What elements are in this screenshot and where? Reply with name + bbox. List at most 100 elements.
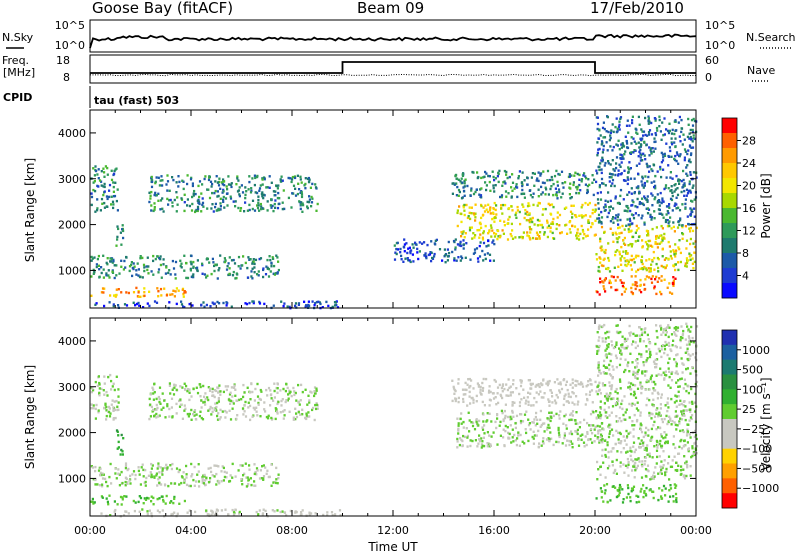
- velocity-cell-8: [655, 443, 658, 447]
- velocity-cell-10: [673, 327, 676, 330]
- power-cell-7: [461, 256, 464, 260]
- velocity-cell-2: [225, 388, 228, 392]
- power-cell-11: [644, 175, 647, 178]
- power-cell-3: [223, 257, 226, 260]
- power-cell-11: [653, 180, 656, 183]
- velocity-cell-2: [243, 410, 246, 413]
- velocity-cell-10: [624, 368, 627, 372]
- power-cell-7: [477, 260, 480, 263]
- power-cell-9: [684, 264, 687, 268]
- velocity-cell-10: [647, 380, 650, 383]
- power-cell-2: [204, 175, 207, 178]
- velocity-cell-10: [688, 419, 691, 422]
- velocity-cell-4: [152, 503, 155, 506]
- power-cell-3: [269, 270, 272, 273]
- colorbar-tick-label: 1000: [742, 344, 770, 357]
- velocity-cell-8: [598, 439, 601, 442]
- power-cell-5: [168, 301, 171, 304]
- power-cell-9: [672, 249, 675, 252]
- power-cell-0: [93, 180, 96, 183]
- velocity-cell-5: [206, 513, 209, 516]
- power-cell-2: [188, 204, 191, 208]
- velocity-cell-2: [308, 401, 311, 404]
- power-cell-7: [444, 261, 447, 264]
- power-cell-0: [100, 170, 103, 173]
- velocity-cell-10: [611, 376, 614, 379]
- velocity-cell-9: [660, 495, 663, 498]
- velocity-cell-0: [97, 411, 100, 414]
- power-cell-8: [511, 181, 515, 184]
- power-cell-11: [636, 132, 639, 135]
- power-cell-2: [218, 208, 221, 212]
- power-cell-2: [219, 202, 222, 205]
- power-cell-9: [690, 254, 693, 257]
- power-cell-2: [314, 183, 317, 186]
- power-cell-3: [262, 268, 265, 272]
- power-cell-11: [649, 215, 652, 218]
- velocity-cell-10: [604, 354, 607, 357]
- velocity-cell-10: [675, 364, 678, 368]
- velocity-cell-4: [113, 500, 116, 503]
- power-cell-9: [599, 237, 602, 240]
- power-cell-8: [578, 183, 581, 187]
- power-cell-8: [588, 183, 591, 187]
- power-cell-11: [609, 163, 612, 166]
- power-cell-3: [244, 261, 247, 265]
- power-cell-6: [480, 226, 483, 229]
- velocity-cell-8: [634, 448, 637, 451]
- power-cell-11: [600, 168, 603, 171]
- power-cell-2: [176, 196, 179, 199]
- velocity-cell-3: [193, 465, 196, 469]
- power-cell-8: [487, 174, 490, 178]
- velocity-cell-0: [110, 403, 113, 406]
- velocity-cell-9: [668, 489, 671, 492]
- power-cell-11: [675, 174, 678, 178]
- power-cell-4: [137, 291, 140, 294]
- power-cell-11: [626, 205, 629, 208]
- power-cell-11: [623, 169, 626, 172]
- velocity-cell-10: [610, 374, 613, 377]
- velocity-cell-8: [601, 441, 604, 444]
- velocity-cell-0: [105, 390, 108, 394]
- velocity-cell-6: [575, 411, 578, 414]
- velocity-cell-0: [117, 408, 120, 411]
- velocity-cell-10: [664, 329, 667, 332]
- velocity-cell-6: [555, 412, 558, 416]
- velocity-cell-2: [216, 401, 219, 405]
- power-cell-9: [640, 255, 644, 258]
- velocity-cell-10: [663, 348, 667, 351]
- power-cell-2: [176, 203, 179, 206]
- velocity-cell-3: [265, 472, 268, 475]
- velocity-cell-10: [675, 370, 678, 373]
- velocity-cell-10: [674, 410, 677, 413]
- velocity-cell-8: [650, 438, 653, 442]
- velocity-cell-10: [634, 396, 638, 399]
- velocity-cell-2: [292, 416, 295, 419]
- power-cell-9: [617, 226, 620, 230]
- power-cell-9: [611, 231, 614, 235]
- power-cell-8: [492, 187, 495, 190]
- velocity-cell-10: [665, 343, 668, 346]
- power-cell-9: [600, 249, 603, 252]
- power-cell-2: [222, 190, 225, 193]
- velocity-cell-10: [674, 360, 677, 364]
- power-cell-2: [306, 206, 309, 210]
- velocity-cell-10: [599, 429, 602, 432]
- velocity-cell-2: [306, 403, 309, 406]
- power-cell-8: [539, 174, 542, 177]
- velocity-cell-2: [256, 395, 260, 398]
- velocity-cell-10: [648, 398, 651, 402]
- power-cell-6: [474, 212, 477, 215]
- power-cell-3: [262, 275, 265, 279]
- velocity-cell-2: [204, 397, 207, 401]
- velocity-cell-8: [617, 438, 620, 441]
- power-cell-8: [568, 173, 571, 176]
- velocity-cell-6: [504, 429, 507, 433]
- velocity-cell-8: [662, 464, 665, 467]
- velocity-cell-6: [477, 424, 480, 427]
- power-cell-2: [282, 189, 285, 192]
- colorbar-tick-label: 28: [742, 135, 756, 148]
- power-cell-11: [617, 223, 620, 226]
- power-cell-9: [663, 232, 666, 236]
- power-cell-2: [219, 187, 222, 190]
